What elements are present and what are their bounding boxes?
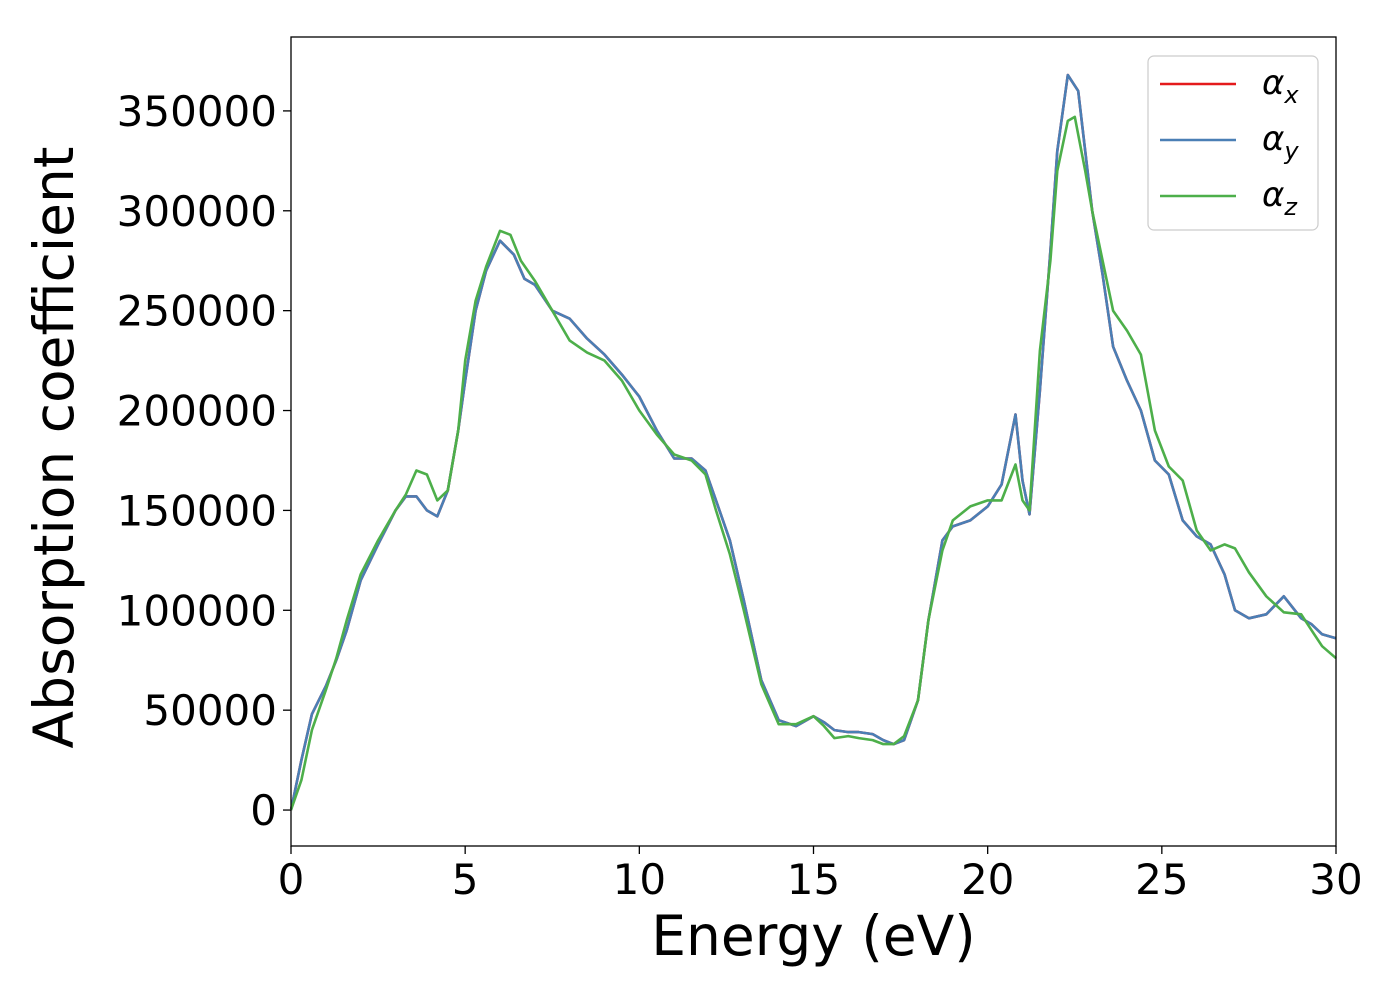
legend-label-subscript: y bbox=[1283, 137, 1299, 165]
plot-frame bbox=[290, 36, 1337, 847]
x-tick-label: 30 bbox=[1309, 855, 1362, 904]
legend-label-subscript: x bbox=[1283, 81, 1299, 109]
y-tick-label: 0 bbox=[250, 786, 277, 835]
y-tick-label: 50000 bbox=[143, 686, 277, 735]
series-layer bbox=[289, 73, 1337, 811]
legend-item-z: αz bbox=[1160, 175, 1298, 221]
y-tick-label: 350000 bbox=[117, 87, 277, 136]
legend-label: αz bbox=[1262, 175, 1298, 221]
y-tick-label: 250000 bbox=[117, 287, 277, 336]
legend-item-x: αx bbox=[1160, 63, 1299, 109]
legend-label-subscript: z bbox=[1283, 193, 1298, 221]
y-tick-label: 300000 bbox=[117, 187, 277, 236]
y-tick-label: 150000 bbox=[117, 486, 277, 535]
x-axis-title: Energy (eV) bbox=[651, 904, 975, 968]
legend-label-symbol: α bbox=[1262, 175, 1284, 215]
legend-item-y: αy bbox=[1160, 119, 1299, 165]
x-tick-label: 20 bbox=[961, 855, 1014, 904]
y-tick-label: 100000 bbox=[117, 586, 277, 635]
x-tick-label: 5 bbox=[452, 855, 479, 904]
legend-box bbox=[1147, 55, 1319, 231]
legend-label-symbol: α bbox=[1262, 119, 1284, 159]
tick-layer: 0 5 10 15 20 25 30 0 50000 100000 150000 200000 2500… bbox=[117, 87, 1363, 904]
y-tick-label: 200000 bbox=[117, 387, 277, 436]
x-tick-label: 10 bbox=[613, 855, 666, 904]
legend-label-symbol: α bbox=[1262, 63, 1284, 103]
x-tick-label: 0 bbox=[278, 855, 305, 904]
legend-label: αx bbox=[1262, 63, 1299, 109]
x-tick-label: 15 bbox=[787, 855, 840, 904]
y-axis-title: Absorption coefficient bbox=[22, 147, 86, 749]
legend-label: αy bbox=[1262, 119, 1299, 165]
series-line-z bbox=[289, 115, 1337, 811]
x-tick-label: 25 bbox=[1135, 855, 1188, 904]
